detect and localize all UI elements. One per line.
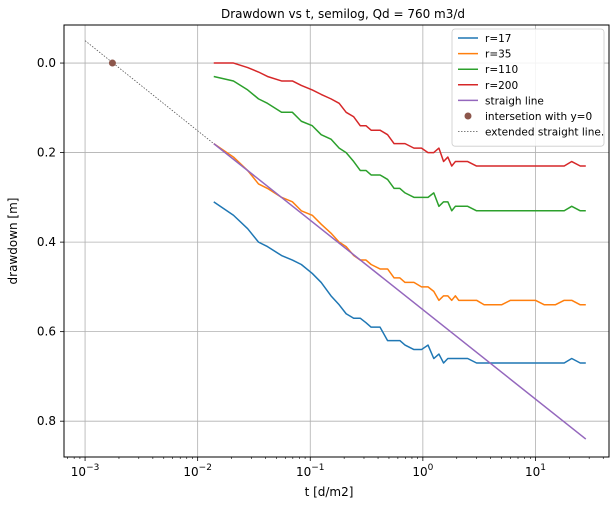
x-tick-exponent: −2 (199, 463, 212, 473)
series-r-200-line (213, 62, 586, 167)
legend-box (451, 28, 605, 147)
chart-title: Drawdown vs t, semilog, Qd = 760 m3/d (221, 7, 465, 21)
y-tick-label: 0.0 (37, 56, 56, 70)
plot-frame (63, 24, 610, 458)
legend-entry: r=110 (458, 64, 518, 76)
x-tick-base: 10 (296, 465, 311, 479)
y-axis-ticks: 0.0 0.2 0.4 0.6 0.8 (37, 56, 64, 428)
x-axis-label: t [d/m2] (305, 485, 354, 499)
legend: r=17 r=35 r=110 r=200 straigh line intersetio… (451, 28, 605, 147)
legend-entry: straigh line (458, 95, 544, 107)
legend-marker (464, 112, 472, 120)
x-axis-ticks: 10−3 10−2 10−1 100 101 (67, 457, 604, 479)
legend-label: extended straight line. (485, 127, 604, 139)
series-straigh-line-line (213, 143, 587, 440)
legend-label: straigh line (485, 95, 544, 107)
y-tick-label: 0.2 (37, 146, 56, 160)
x-tick-label: 100 (412, 463, 433, 479)
series-extended-straight-line-line (84, 40, 215, 144)
x-tick-label: 101 (525, 463, 546, 479)
x-tick-exponent: −3 (86, 463, 99, 473)
legend-entry: intersetion with y=0 (464, 111, 592, 123)
legend-entry: r=17 (458, 33, 511, 45)
x-tick-exponent: 1 (540, 463, 546, 473)
y-axis-label: drawdown [m] (6, 198, 20, 285)
x-tick-label: 10−2 (183, 463, 212, 479)
series-r-110-line (213, 75, 586, 212)
x-tick-base: 10 (71, 465, 86, 479)
legend-label: intersetion with y=0 (485, 111, 592, 123)
legend-label: r=110 (485, 64, 518, 76)
legend-label: r=35 (485, 49, 511, 61)
legend-entry: r=200 (458, 80, 518, 92)
y-tick-label: 0.8 (37, 414, 56, 428)
x-tick-label: 10−3 (71, 463, 100, 479)
series-r-17-line (213, 201, 586, 364)
y-tick-label: 0.6 (37, 325, 56, 339)
series-layer (84, 40, 587, 440)
legend-entry: extended straight line. (458, 127, 604, 139)
legend-entry: r=35 (458, 49, 511, 61)
x-tick-exponent: −1 (311, 463, 324, 473)
intersection-point (108, 59, 116, 67)
series-r-35-line (213, 143, 586, 306)
x-tick-base: 10 (183, 465, 198, 479)
legend-label: r=17 (485, 33, 511, 45)
x-tick-exponent: 0 (428, 463, 434, 473)
x-tick-base: 10 (412, 465, 427, 479)
x-tick-base: 10 (525, 465, 540, 479)
x-tick-label: 10−1 (296, 463, 325, 479)
legend-label: r=200 (485, 80, 518, 92)
y-tick-label: 0.4 (37, 235, 56, 249)
